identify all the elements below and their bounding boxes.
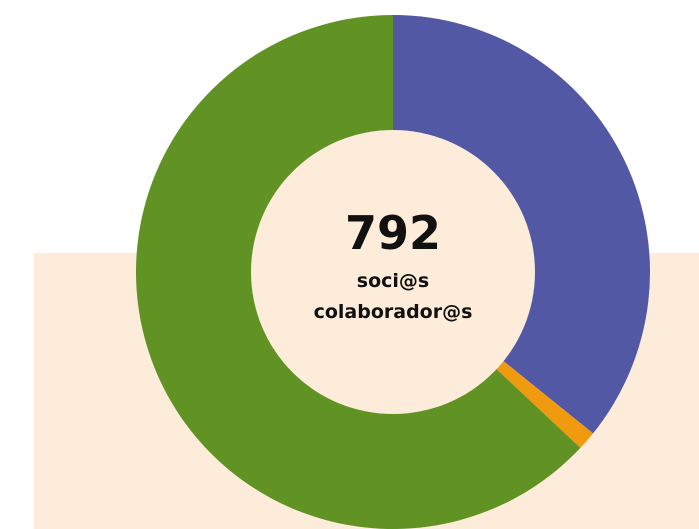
center-label-line2: colaborador@s xyxy=(314,301,473,323)
donut-hole xyxy=(251,130,535,414)
center-label-line1: soci@s xyxy=(357,270,429,292)
center-value: 792 xyxy=(345,206,441,260)
